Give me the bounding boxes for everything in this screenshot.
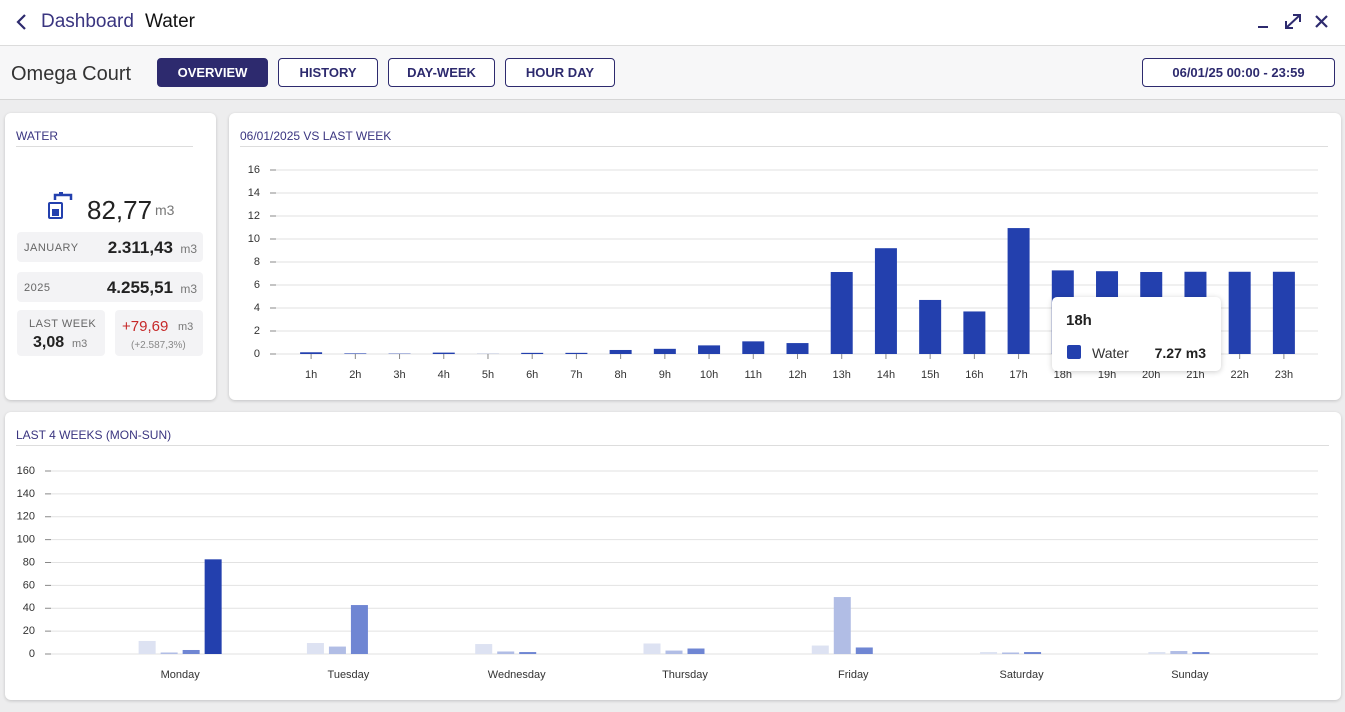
chart-title: LAST 4 WEEKS (MON-SUN) [16, 428, 1329, 446]
stat-value: 4.255,51 [106, 278, 173, 297]
weekly-panel: LAST 4 WEEKS (MON-SUN) [5, 412, 1341, 700]
last-week-unit: m3 [72, 338, 88, 350]
last-week: LAST WEEK 3,08 m3 [17, 310, 105, 356]
tooltip-swatch [1067, 345, 1081, 359]
change-percent: (+2.587,3%) [131, 340, 186, 351]
stat-unit: m3 [180, 282, 197, 296]
back-label[interactable]: Dashboard [41, 11, 134, 32]
water-icon [48, 192, 73, 219]
tooltip-series: Water [1092, 345, 1129, 361]
last-week-label: LAST WEEK [29, 318, 97, 330]
stat-value: 2.311,43 [107, 238, 173, 257]
tab[interactable]: HOUR DAY [505, 58, 615, 87]
chart-title: 06/01/2025 VS LAST WEEK [240, 129, 1328, 147]
stat-label: JANUARY [24, 242, 79, 254]
change: +79,69 m3 (+2.587,3%) [115, 310, 203, 356]
tooltip-value: 7.27 m3 [1154, 345, 1206, 361]
page-title: Water [145, 11, 195, 32]
tab[interactable]: HISTORY [278, 58, 378, 87]
total-unit: m3 [155, 202, 175, 218]
tooltip: 18h Water 7.27 m3 [1052, 297, 1221, 371]
last-week-value: 3,08 [33, 334, 65, 351]
date-range[interactable]: 06/01/25 00:00 - 23:59 [1142, 58, 1335, 87]
stat-label: 2025 [24, 282, 51, 294]
header: Dashboard Water [0, 0, 1345, 46]
stat-row: JANUARY 2.311,43 m3 [17, 232, 203, 262]
change-value: +79,69 [122, 318, 169, 335]
site-name: Omega Court [11, 63, 132, 85]
total-value: 82,77 [87, 195, 153, 225]
close-icon[interactable] [1315, 15, 1328, 28]
stat-row: 2025 4.255,51 m3 [17, 272, 203, 302]
tooltip-title: 18h [1066, 312, 1092, 329]
back-icon[interactable] [14, 13, 28, 31]
expand-icon[interactable] [1285, 14, 1301, 29]
tab[interactable]: OVERVIEW [157, 58, 268, 87]
change-unit: m3 [178, 321, 194, 333]
panel-title: WATER [16, 129, 193, 147]
window-controls [1258, 14, 1328, 29]
water-panel: WATER 82,77 m3 JANUARY 2.311,43 m3 2025 … [5, 113, 216, 400]
toolbar: Omega Court OVERVIEW HISTORY DAY-WEEK HOUR … [0, 46, 1345, 100]
stat-unit: m3 [180, 242, 197, 256]
tab[interactable]: DAY-WEEK [388, 58, 495, 87]
